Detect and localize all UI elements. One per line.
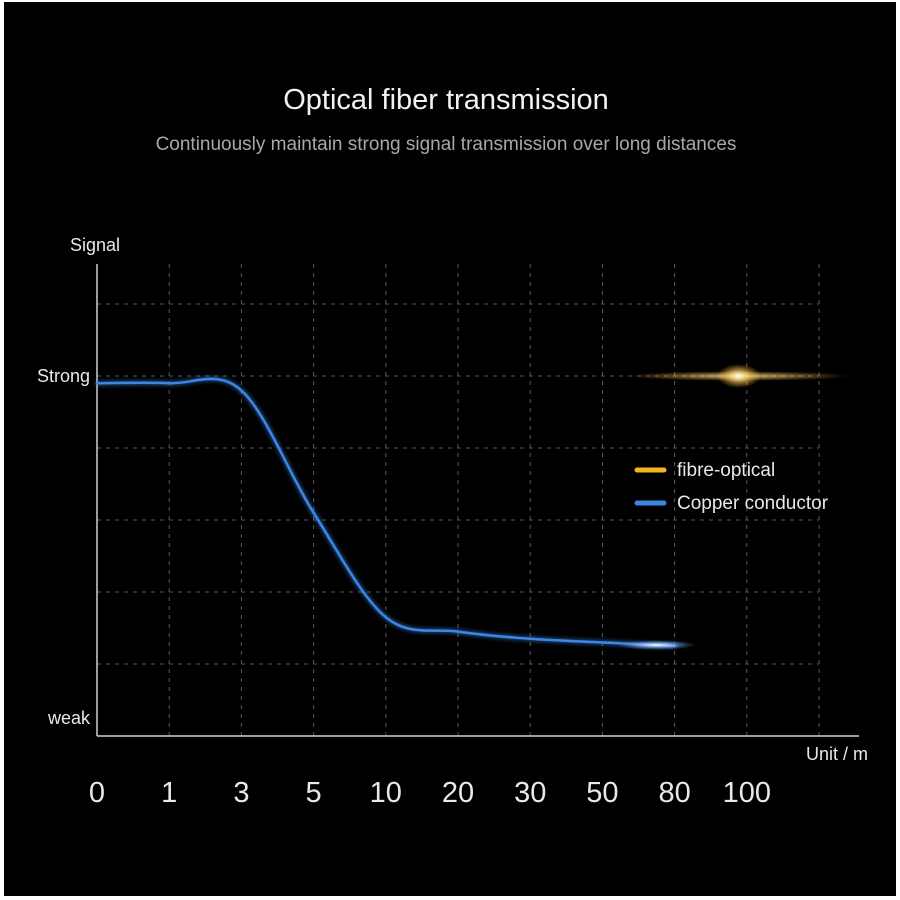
y-axis-title: Signal (70, 235, 120, 255)
line-end-flare (616, 640, 697, 650)
x-tick-label: 5 (306, 777, 322, 809)
chart-title: Optical fiber transmission (283, 84, 609, 116)
line-end-flare (716, 364, 761, 388)
chart-svg: Signal Unit / m Strong weak 0 1 3 5 10 20 30 50 80 10… (37, 235, 868, 809)
x-axis-title: Unit / m (806, 744, 868, 764)
x-tick-label: 20 (442, 777, 474, 809)
x-tick-label: 1 (161, 777, 177, 809)
legend-label: Copper conductor (677, 493, 829, 514)
axis-layer (96, 264, 859, 737)
legend-label: fibre-optical (677, 460, 775, 481)
x-tick-label: 3 (233, 777, 249, 809)
chart-frame: Optical fiber transmission Continuously … (4, 2, 896, 896)
series-line-copper-conductor (95, 377, 676, 648)
x-tick-label: 100 (723, 777, 771, 809)
label-layer: Signal Unit / m Strong weak 0 1 3 5 10 20 30 50 80 10… (37, 235, 868, 809)
legend: fibre-optical Copper conductor (634, 460, 829, 514)
chart-subtitle: Continuously maintain strong signal tran… (155, 134, 737, 155)
series-layer (94, 364, 849, 650)
y-tick-label: weak (47, 708, 91, 728)
x-tick-label: 30 (514, 777, 546, 809)
x-tick-label: 0 (89, 777, 105, 809)
x-tick-label: 50 (586, 777, 618, 809)
x-tick-label: 10 (370, 777, 402, 809)
y-tick-label: Strong (37, 366, 90, 386)
x-tick-label: 80 (658, 777, 690, 809)
